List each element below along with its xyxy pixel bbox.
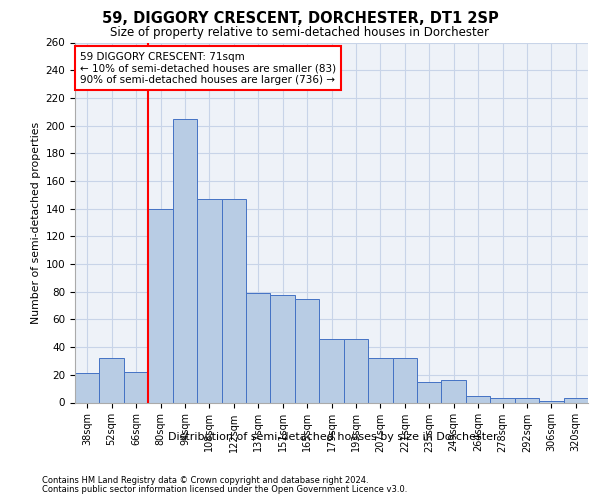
Bar xyxy=(490,398,515,402)
Bar xyxy=(124,372,148,402)
Bar xyxy=(466,396,490,402)
Bar xyxy=(515,398,539,402)
Text: 59, DIGGORY CRESCENT, DORCHESTER, DT1 2SP: 59, DIGGORY CRESCENT, DORCHESTER, DT1 2S… xyxy=(101,11,499,26)
Bar xyxy=(271,294,295,403)
Text: Contains HM Land Registry data © Crown copyright and database right 2024.: Contains HM Land Registry data © Crown c… xyxy=(42,476,368,485)
Bar xyxy=(148,208,173,402)
Bar xyxy=(197,199,221,402)
Bar xyxy=(173,118,197,403)
Bar xyxy=(539,401,563,402)
Bar xyxy=(75,374,100,402)
Bar xyxy=(295,298,319,403)
Text: Size of property relative to semi-detached houses in Dorchester: Size of property relative to semi-detach… xyxy=(110,26,490,39)
Bar xyxy=(417,382,442,402)
Bar xyxy=(100,358,124,403)
Bar xyxy=(344,339,368,402)
Text: Contains public sector information licensed under the Open Government Licence v3: Contains public sector information licen… xyxy=(42,485,407,494)
Bar xyxy=(246,293,271,403)
Bar xyxy=(368,358,392,403)
Bar xyxy=(319,339,344,402)
Bar xyxy=(442,380,466,402)
Y-axis label: Number of semi-detached properties: Number of semi-detached properties xyxy=(31,122,41,324)
Bar xyxy=(392,358,417,403)
Text: Distribution of semi-detached houses by size in Dorchester: Distribution of semi-detached houses by … xyxy=(168,432,498,442)
Bar xyxy=(563,398,588,402)
Bar xyxy=(221,199,246,402)
Text: 59 DIGGORY CRESCENT: 71sqm
← 10% of semi-detached houses are smaller (83)
90% of: 59 DIGGORY CRESCENT: 71sqm ← 10% of semi… xyxy=(80,52,336,84)
